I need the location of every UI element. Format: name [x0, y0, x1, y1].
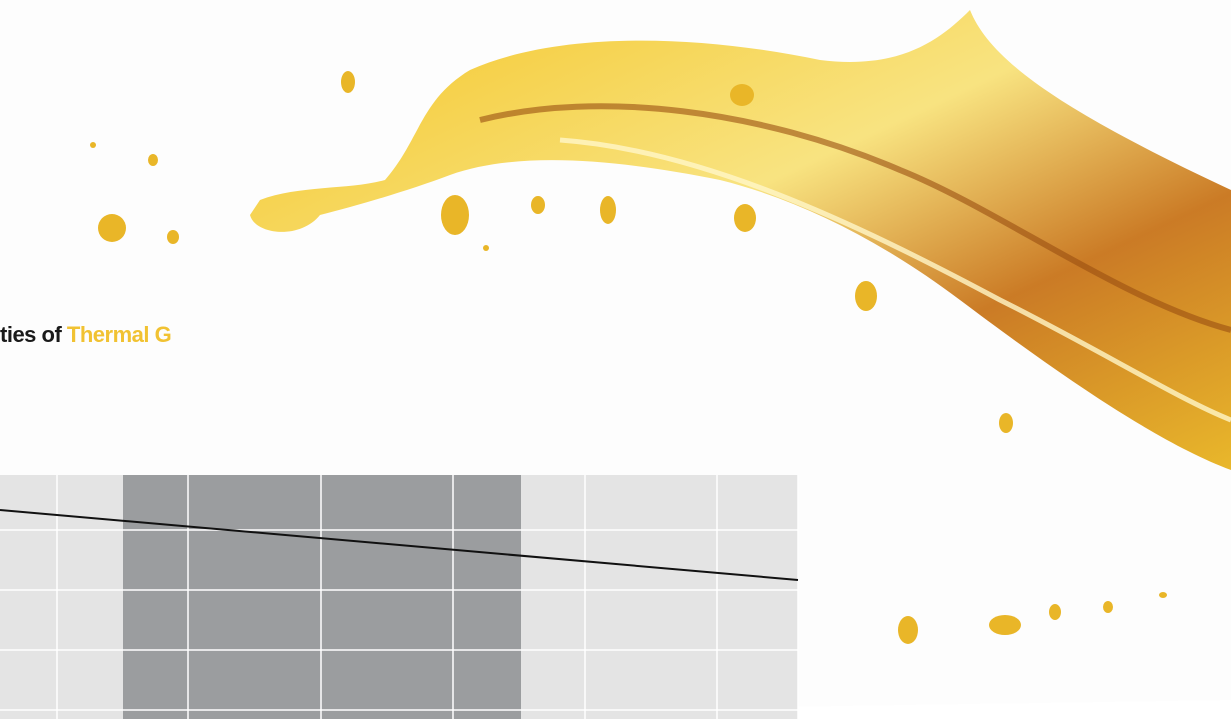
trend-line — [0, 509, 799, 581]
oil-splash — [90, 10, 1231, 644]
heading-accent: Thermal G — [66, 322, 172, 347]
heading-dark: ties of — [0, 322, 62, 347]
grid — [0, 475, 799, 719]
chart-panel — [0, 475, 799, 719]
heading: ties of Thermal G — [0, 322, 172, 348]
panel-shade — [123, 475, 521, 719]
